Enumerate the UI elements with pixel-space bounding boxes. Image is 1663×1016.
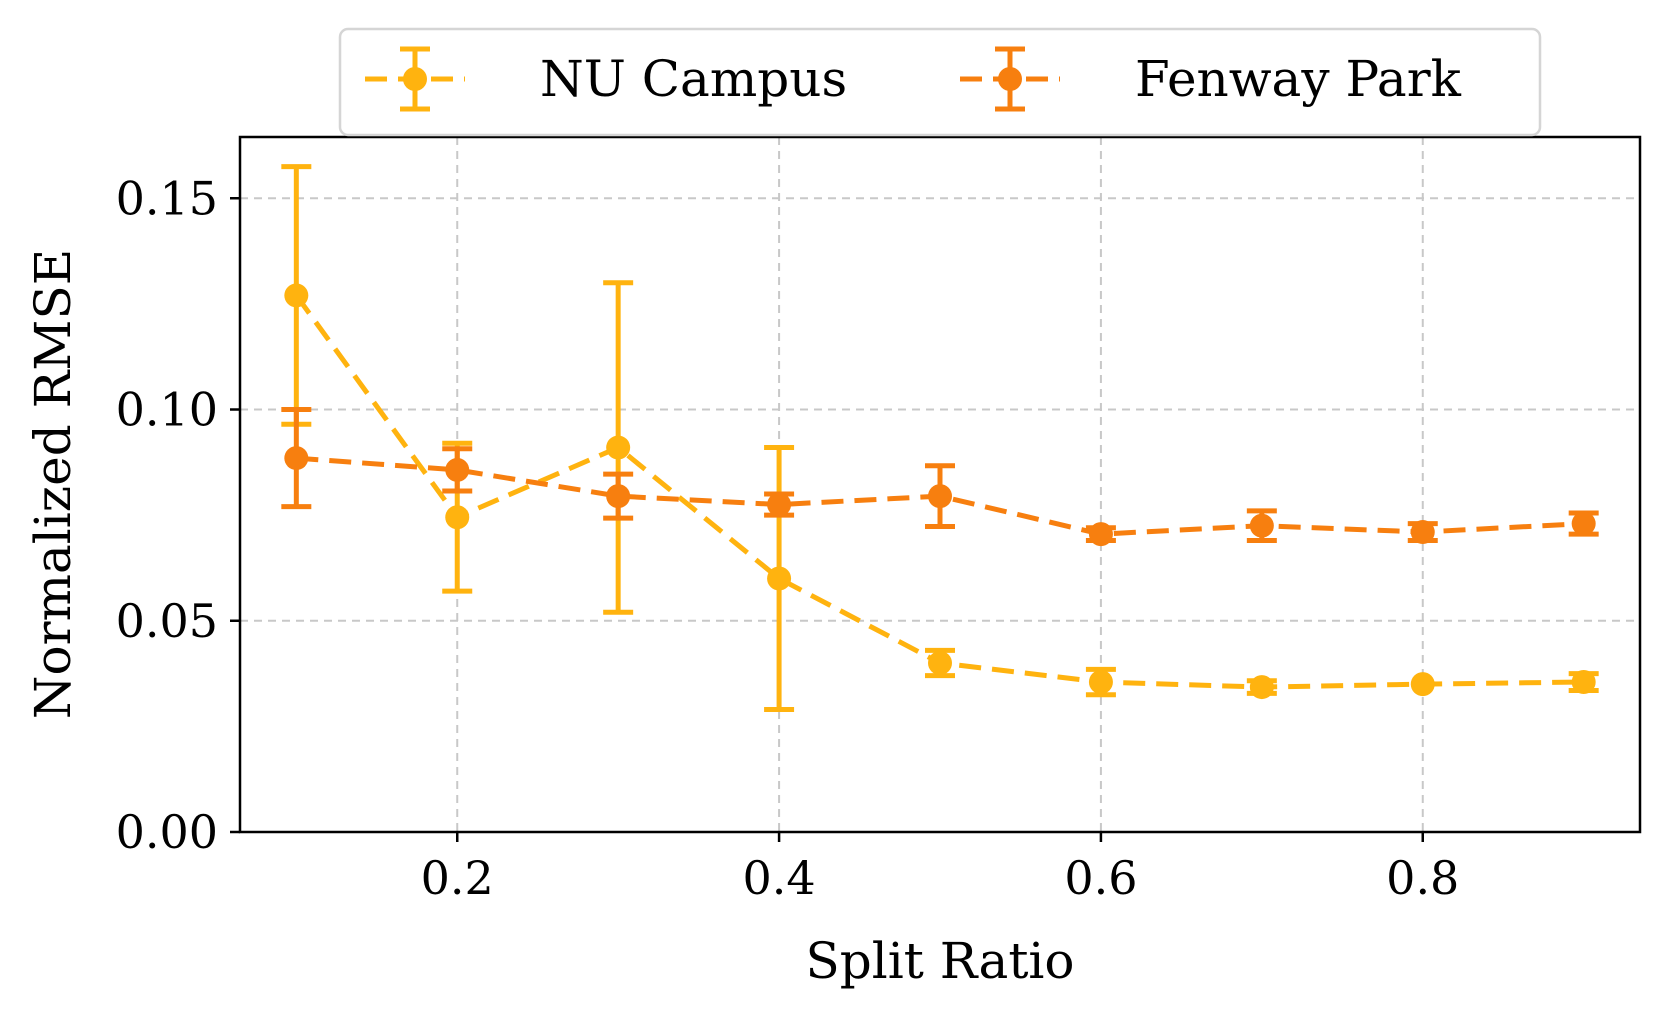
data-point xyxy=(928,484,952,509)
legend-entries: NU Campus Fenway Park xyxy=(365,46,1462,112)
legend-box xyxy=(338,27,1542,137)
legend-marker xyxy=(998,67,1022,91)
data-point xyxy=(928,651,952,676)
data-point xyxy=(767,492,792,517)
data-point xyxy=(1571,670,1596,695)
series-fenway-park xyxy=(281,407,1599,547)
y-tick-label: 0.05 xyxy=(116,594,218,648)
legend-label: NU Campus xyxy=(540,50,847,108)
x-tick-label: 0.2 xyxy=(421,851,494,905)
series-nu-campus xyxy=(281,164,1599,712)
data-point xyxy=(445,505,470,530)
series-layer xyxy=(281,164,1599,712)
legend-entry-fenway-park: Fenway Park xyxy=(960,46,1462,112)
data-point xyxy=(284,283,309,308)
legend-label: Fenway Park xyxy=(1135,50,1462,108)
grid-layer xyxy=(240,137,1640,832)
data-point xyxy=(1410,520,1435,545)
data-point xyxy=(606,484,631,509)
y-tick-label: 0.00 xyxy=(116,805,218,859)
tick-layer: 0.2 0.4 0.6 0.8 0.00 0.05 0.10 0.15 xyxy=(116,171,1460,905)
legend: NU Campus Fenway Park xyxy=(338,27,1542,137)
data-point xyxy=(767,566,792,591)
data-point xyxy=(1088,670,1113,695)
x-tick-label: 0.8 xyxy=(1386,851,1459,905)
data-point xyxy=(1249,675,1274,700)
x-axis-label: Split Ratio xyxy=(805,932,1074,990)
data-point xyxy=(1088,522,1113,547)
legend-marker xyxy=(403,67,427,91)
x-tick-label: 0.6 xyxy=(1064,851,1137,905)
y-tick-label: 0.10 xyxy=(116,383,218,437)
x-tick-label: 0.4 xyxy=(743,851,816,905)
data-point xyxy=(1249,513,1274,538)
data-point xyxy=(1410,672,1435,697)
data-point xyxy=(1571,511,1596,536)
data-point xyxy=(445,457,470,482)
data-point xyxy=(606,435,631,460)
y-tick-label: 0.15 xyxy=(116,171,218,225)
y-axis-label: Normalized RMSE xyxy=(24,249,82,719)
legend-entry-nu-campus: NU Campus xyxy=(365,46,847,112)
data-point xyxy=(284,446,309,471)
plot-frame xyxy=(238,135,1642,834)
